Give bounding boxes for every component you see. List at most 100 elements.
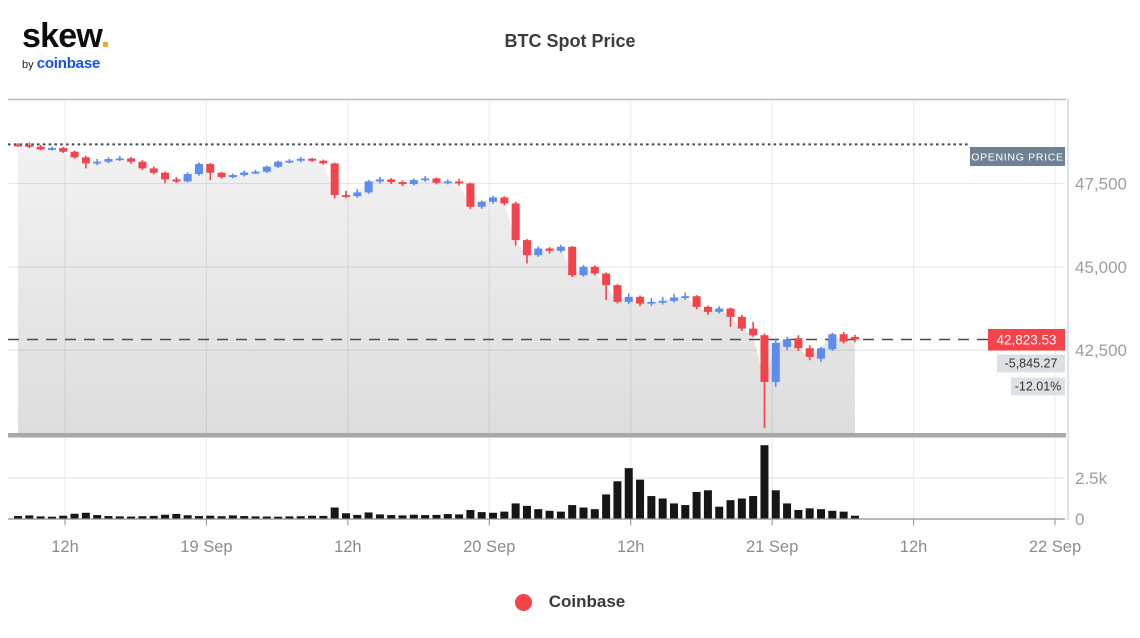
volume-bar <box>14 516 22 519</box>
volume-bar <box>556 511 565 519</box>
candle-body <box>726 308 735 317</box>
volume-bar <box>353 514 362 519</box>
candle-body <box>341 195 350 197</box>
volume-bar <box>760 445 769 519</box>
volume-bar <box>783 503 792 519</box>
volume-bar <box>613 481 622 519</box>
volume-bar <box>737 498 746 519</box>
volume-bar <box>36 516 45 519</box>
volume-bar <box>466 509 475 519</box>
x-axis-labels: 12h 19 Sep 12h 20 Sep 12h 21 Sep 12h 22 Sep <box>51 519 1081 556</box>
candle-body <box>14 144 22 147</box>
candle-body <box>217 172 226 178</box>
candle-body <box>59 148 68 152</box>
x-tick-label: 21 Sep <box>746 538 798 556</box>
last-price-label: 42,823.53 <box>988 329 1065 351</box>
candle-body <box>93 161 102 164</box>
volume-bar <box>183 515 192 519</box>
candle-body <box>285 160 294 163</box>
candle-body <box>353 192 362 197</box>
volume-bar <box>398 515 407 519</box>
price-change-pct-text: -12.01% <box>1015 380 1062 394</box>
candle-body <box>104 159 113 162</box>
candle-body <box>692 296 701 307</box>
volume-bar <box>285 516 294 519</box>
price-tick-label: 42,500 <box>1075 341 1127 360</box>
volume-bar <box>409 514 418 519</box>
volume-bar <box>81 512 90 519</box>
candle-body <box>817 348 826 359</box>
candle-body <box>364 181 373 193</box>
coinbase-dot-icon <box>514 593 532 611</box>
volume-bar <box>251 516 260 519</box>
candle-body <box>432 178 441 183</box>
candle-body <box>522 240 531 256</box>
volume-bar <box>658 498 667 519</box>
volume-bar <box>850 515 859 519</box>
candle-body <box>466 183 475 207</box>
candle-body <box>568 246 577 276</box>
volume-bar <box>127 516 136 519</box>
volume-bar <box>443 514 452 519</box>
candle-body <box>387 179 396 183</box>
volume-bar <box>726 500 735 519</box>
candle-body <box>511 203 520 241</box>
volume-bar <box>308 515 317 519</box>
candle-body <box>25 145 34 147</box>
volume-bar <box>500 511 509 519</box>
volume-bar <box>364 512 373 519</box>
candle-body <box>850 336 859 340</box>
x-tick-label: 20 Sep <box>463 538 515 556</box>
volume-bar <box>602 494 611 519</box>
volume-bar <box>341 513 350 519</box>
volume-bar <box>194 516 203 519</box>
volume-bar <box>749 496 758 519</box>
volume-bar <box>681 505 690 519</box>
volume-series <box>14 445 859 519</box>
volume-tick-label: 0 <box>1075 510 1084 529</box>
volume-bar <box>703 490 712 519</box>
legend-item-coinbase[interactable]: Coinbase <box>514 592 626 612</box>
volume-bar <box>104 516 113 519</box>
candle-body <box>161 172 170 180</box>
volume-bar <box>715 506 724 519</box>
candle-body <box>715 308 724 312</box>
x-tick-label: 12h <box>900 538 928 556</box>
candle-body <box>47 148 56 150</box>
candle-body <box>489 197 498 202</box>
candle-body <box>183 174 192 182</box>
volume-bar <box>47 516 56 519</box>
x-tick-label: 22 Sep <box>1029 538 1081 556</box>
volume-bar <box>692 491 701 519</box>
volume-bar <box>115 516 124 519</box>
candle-body <box>194 164 203 175</box>
candle-body <box>149 168 158 173</box>
candle-body <box>783 339 792 347</box>
x-tick-label: 12h <box>617 538 645 556</box>
candle-body <box>296 158 305 161</box>
volume-bar <box>455 514 464 519</box>
volume-bar <box>330 507 339 519</box>
by-coinbase: by coinbase <box>22 55 101 72</box>
volume-bar <box>70 513 79 519</box>
candle-body <box>556 246 565 251</box>
volume-bar <box>93 515 102 519</box>
candle-body <box>240 172 249 176</box>
price-area-fill <box>18 145 855 437</box>
candle-body <box>251 171 260 174</box>
volume-bar <box>839 511 848 519</box>
candle-body <box>805 348 814 357</box>
candle-body <box>647 301 656 304</box>
skew-logo[interactable]: skew. by coinbase <box>22 19 110 72</box>
x-tick-label: 12h <box>334 538 362 556</box>
coinbase-wordmark: coinbase <box>36 55 101 72</box>
candle-body <box>579 266 588 276</box>
x-tick-label: 19 Sep <box>180 538 232 556</box>
volume-bar <box>387 515 396 519</box>
candle-body <box>636 296 645 304</box>
candle-body <box>443 181 452 184</box>
candle-body <box>455 181 464 184</box>
volume-bar <box>375 514 384 519</box>
legend-label: Coinbase <box>548 592 626 611</box>
